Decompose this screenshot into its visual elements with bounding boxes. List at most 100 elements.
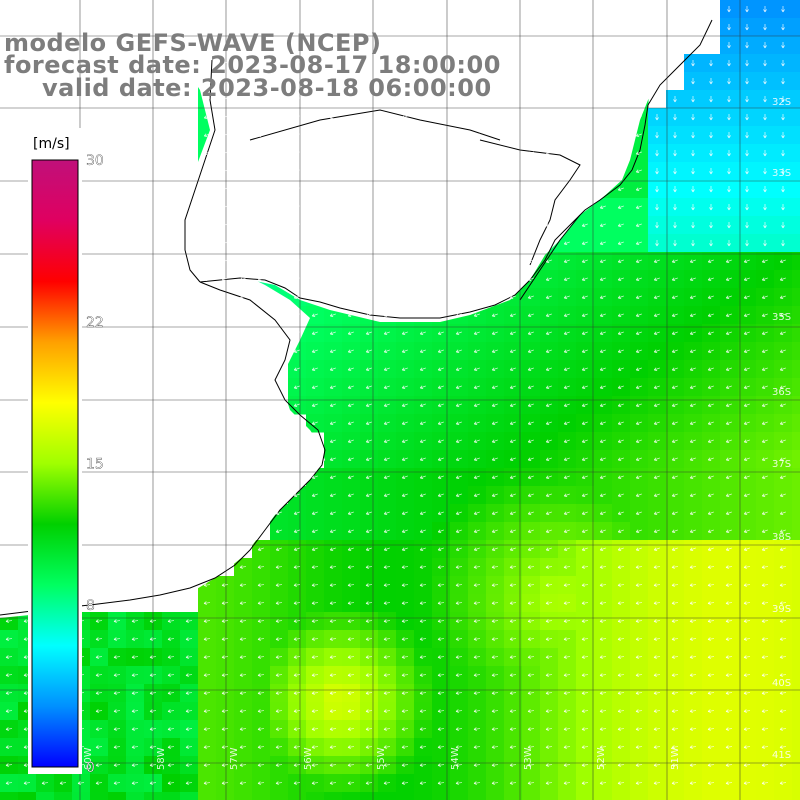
- wind-cell: [792, 144, 800, 163]
- wind-cell: [342, 792, 361, 800]
- wind-cell: [792, 18, 800, 37]
- longitude-label: 54W: [450, 747, 461, 770]
- latitude-label: 41S: [772, 750, 791, 761]
- wind-cell: [792, 90, 800, 109]
- wind-cell: [630, 792, 649, 800]
- wind-cell: [558, 792, 577, 800]
- wind-cell: [792, 126, 800, 145]
- wind-cell: [36, 792, 55, 800]
- wind-cell: [792, 288, 800, 307]
- title-valid-date: valid date: 2023-08-18 06:00:00: [42, 76, 492, 100]
- longitude-label: 58W: [156, 747, 167, 770]
- latitude-label: 36S: [772, 387, 791, 398]
- wind-cell: [324, 792, 343, 800]
- wind-cell: [792, 360, 800, 379]
- wind-cell: [486, 792, 505, 800]
- wind-cell: [792, 738, 800, 757]
- wind-cell: [792, 216, 800, 235]
- wind-cell: [792, 180, 800, 199]
- wind-cell: [396, 792, 415, 800]
- wind-cell: [792, 0, 800, 19]
- wind-cell: [792, 720, 800, 739]
- wind-cell: [792, 576, 800, 595]
- wind-cell: [792, 612, 800, 631]
- latitude-label: 33S: [772, 168, 791, 179]
- wind-cell: [288, 792, 307, 800]
- wind-cell: [792, 558, 800, 577]
- wind-cell: [522, 792, 541, 800]
- longitude-label: 57W: [229, 747, 240, 770]
- wind-cell: [792, 162, 800, 181]
- longitude-label: 53W: [523, 747, 534, 770]
- latitude-label: 37S: [772, 459, 791, 470]
- wind-cell: [720, 792, 739, 800]
- wind-cell: [792, 108, 800, 127]
- wind-cell: [792, 594, 800, 613]
- wind-cell: [702, 792, 721, 800]
- wind-cell: [576, 792, 595, 800]
- wind-cell: [198, 792, 217, 800]
- wind-cell: [792, 198, 800, 217]
- longitude-label: 56W: [303, 747, 314, 770]
- wind-cell: [414, 792, 433, 800]
- wind-cell: [450, 792, 469, 800]
- wind-cell: [792, 630, 800, 649]
- wind-cell: [792, 756, 800, 775]
- wind-cell: [180, 792, 199, 800]
- wind-cell: [792, 234, 800, 253]
- wind-cell: [792, 684, 800, 703]
- wind-cell: [594, 792, 613, 800]
- wind-cell: [756, 792, 775, 800]
- latitude-label: 35S: [772, 312, 791, 323]
- latitude-label: 38S: [772, 532, 791, 543]
- wind-cell: [792, 252, 800, 271]
- wind-cell: [18, 792, 37, 800]
- latitude-label: 39S: [772, 604, 791, 615]
- longitude-label: 52W: [596, 747, 607, 770]
- wind-cell: [306, 792, 325, 800]
- wind-cell: [792, 648, 800, 667]
- wind-cell: [792, 414, 800, 433]
- wind-cell: [54, 792, 73, 800]
- wind-cell: [792, 72, 800, 91]
- wind-cell: [792, 36, 800, 55]
- wind-cell: [126, 792, 145, 800]
- wind-cell: [162, 792, 181, 800]
- wind-cell: [792, 504, 800, 523]
- wind-cell: [432, 792, 451, 800]
- wind-cell: [648, 792, 667, 800]
- wind-cell: [792, 792, 800, 800]
- wind-cell: [792, 342, 800, 361]
- wind-cell: [90, 792, 109, 800]
- wind-cell: [792, 666, 800, 685]
- wind-cell: [774, 792, 793, 800]
- wind-cell: [738, 792, 757, 800]
- wind-cell: [792, 306, 800, 325]
- wind-cell: [792, 396, 800, 415]
- wind-cell: [540, 792, 559, 800]
- wind-cell: [468, 792, 487, 800]
- wind-cell: [0, 792, 19, 800]
- wind-cell: [72, 792, 91, 800]
- wind-cell: [792, 270, 800, 289]
- wind-cell: [792, 450, 800, 469]
- wind-cell: [684, 792, 703, 800]
- wind-cell: [792, 486, 800, 505]
- wind-cell: [612, 792, 631, 800]
- wind-cell: [270, 792, 289, 800]
- wind-cell: [108, 792, 127, 800]
- wind-cell: [792, 522, 800, 541]
- wind-cell: [792, 540, 800, 559]
- wind-cell: [792, 774, 800, 793]
- wind-cell: [252, 792, 271, 800]
- wind-cell: [792, 702, 800, 721]
- wind-cell: [360, 792, 379, 800]
- wind-cell: [234, 792, 253, 800]
- longitude-label: 55W: [376, 747, 387, 770]
- wind-cell: [792, 432, 800, 451]
- latitude-label: 32S: [772, 97, 791, 108]
- wind-cell: [792, 378, 800, 397]
- wind-cell: [216, 792, 235, 800]
- longitude-label: 60W: [83, 747, 94, 770]
